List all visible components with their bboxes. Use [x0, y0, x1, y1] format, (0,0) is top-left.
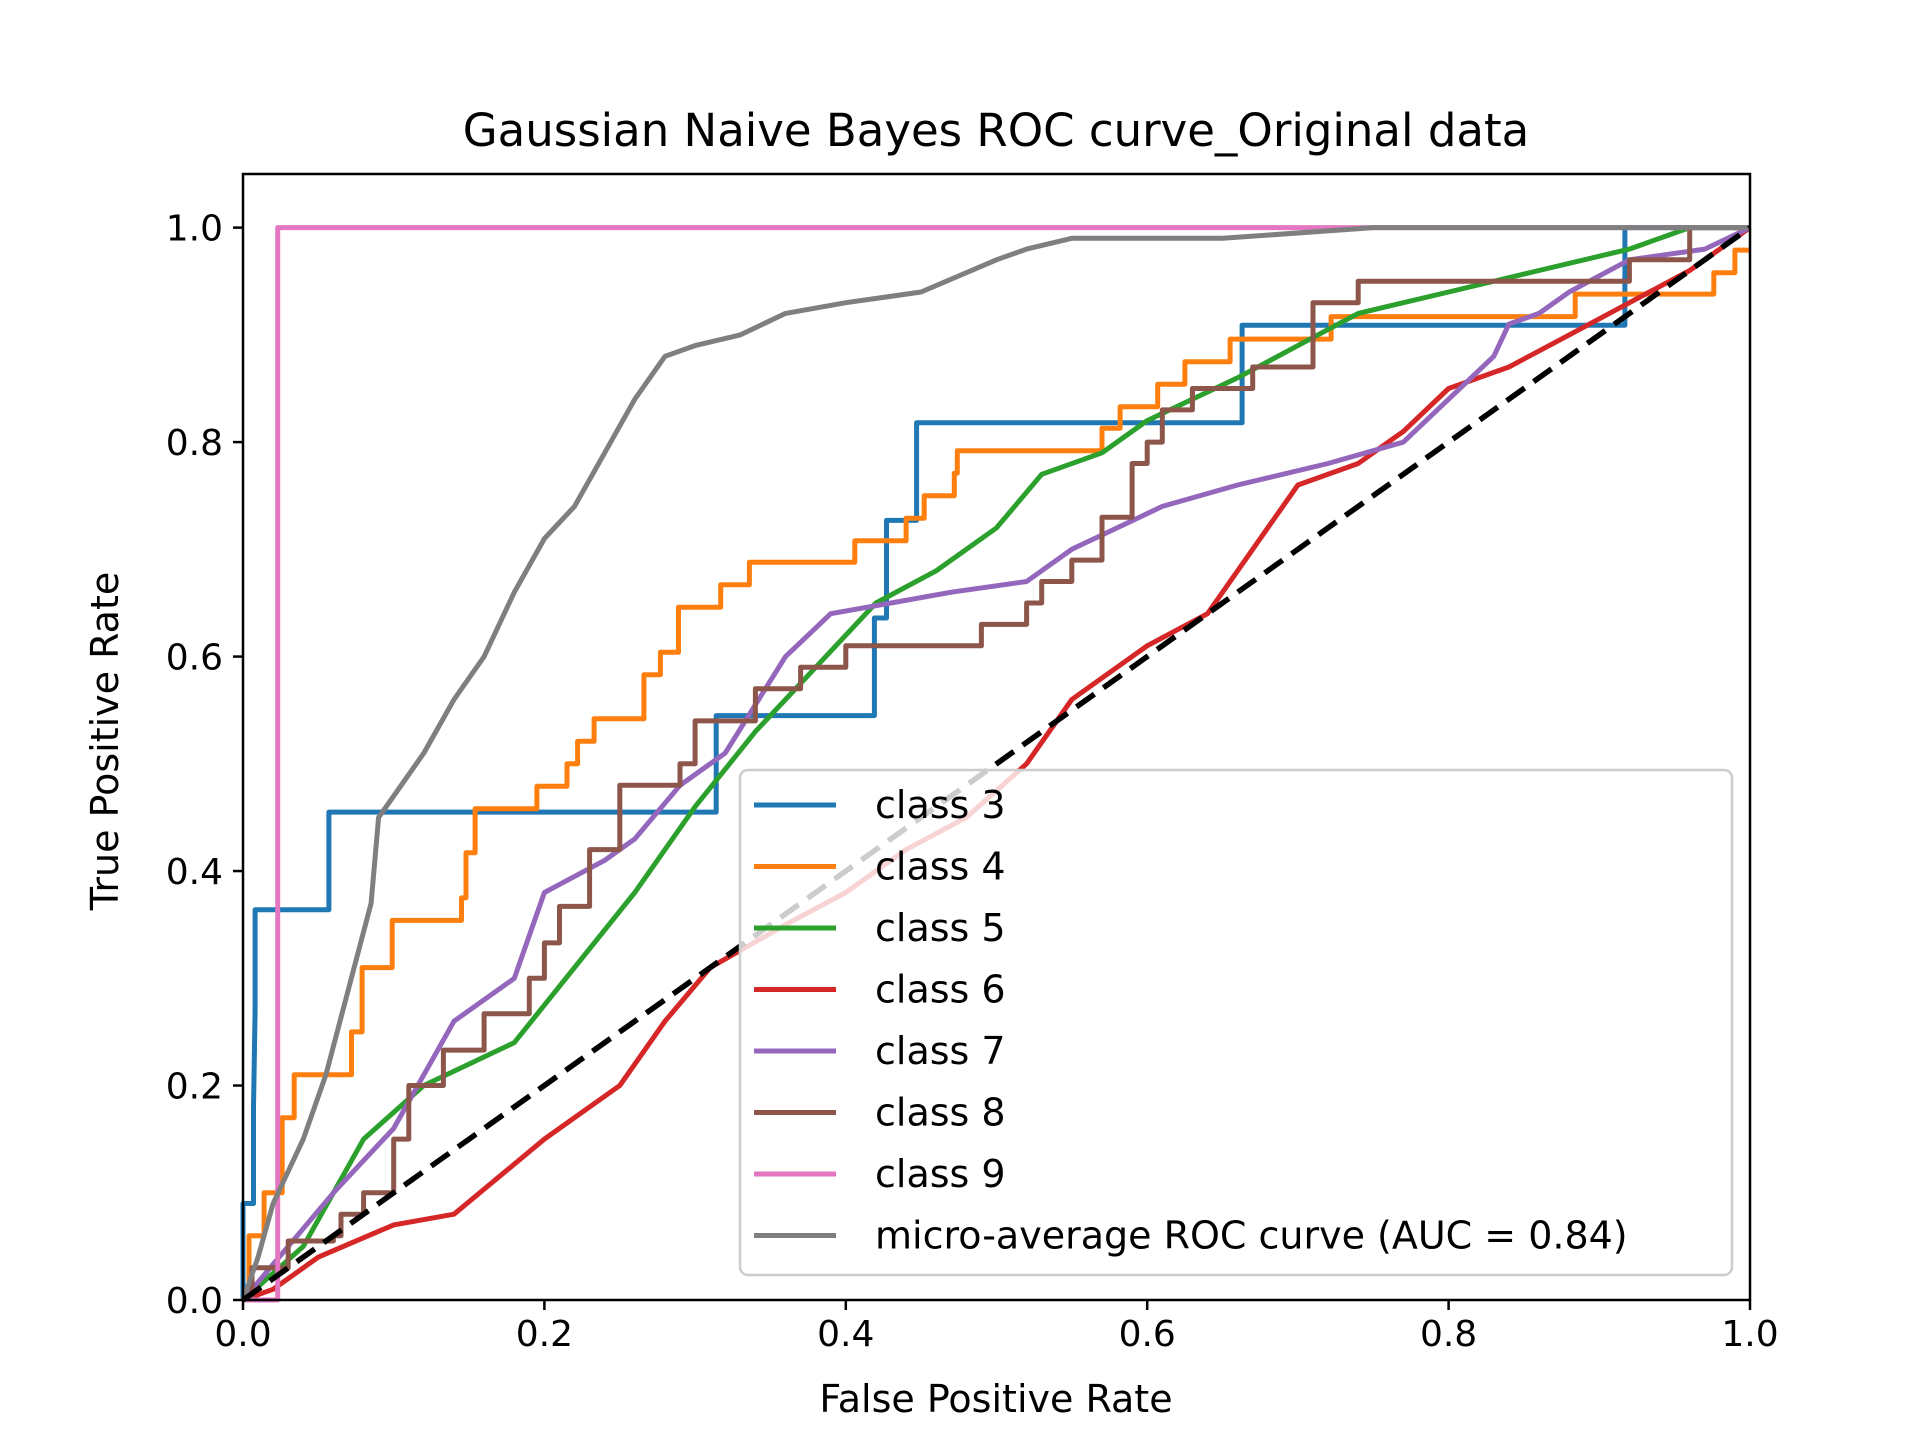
axis-ticks: 0.0 0.2 0.4 0.6 0.8 1.0 0.0 0.2 0.4 0.6 0.8 1.0 — [166, 209, 1779, 1355]
series-line-class-8 — [243, 225, 1750, 1303]
series-line-micro-average-roc-curve-auc-0-84 — [240, 225, 1750, 1301]
x-tick-label: 1.0 — [1721, 1314, 1778, 1355]
y-tick-label: 0.4 — [166, 852, 223, 893]
y-axis-label: True Positive Rate — [83, 572, 127, 912]
legend-box — [738, 768, 1734, 1277]
legend: class 3 class 4 class 5 class 6 class 7 class… — [738, 768, 1734, 1277]
y-tick-label: 0.0 — [166, 1281, 223, 1322]
x-tick-label: 0.8 — [1420, 1314, 1477, 1355]
series-line-class-3 — [240, 225, 1750, 1300]
legend-label: class 4 — [875, 845, 1006, 889]
x-axis-label: False Positive Rate — [819, 1377, 1172, 1421]
series-line-chance — [241, 225, 1752, 1303]
legend-label: class 3 — [875, 783, 1006, 827]
x-tick-label: 0.6 — [1119, 1314, 1176, 1355]
legend-label: micro-average ROC curve (AUC = 0.84) — [875, 1214, 1628, 1258]
x-tick-label: 0.0 — [214, 1314, 271, 1355]
legend-label: class 7 — [875, 1029, 1006, 1073]
legend-label: class 9 — [875, 1152, 1006, 1196]
x-tick-label: 0.2 — [516, 1314, 573, 1355]
y-tick-label: 0.8 — [166, 423, 223, 464]
series-line-class-7 — [241, 225, 1752, 1302]
x-tick-label: 0.4 — [817, 1314, 874, 1355]
legend-label: class 5 — [875, 906, 1006, 950]
series-line-class-4 — [243, 247, 1750, 1303]
legend-label: class 8 — [875, 1091, 1006, 1135]
plot-frame — [241, 172, 1752, 1302]
y-tick-label: 0.2 — [166, 1067, 223, 1108]
y-tick-label: 0.6 — [166, 638, 223, 679]
legend-label: class 6 — [875, 968, 1006, 1012]
series-line-class-6 — [242, 225, 1752, 1303]
y-tick-label: 1.0 — [166, 209, 223, 250]
chart-title: Gaussian Naive Bayes ROC curve_Original … — [463, 104, 1529, 157]
